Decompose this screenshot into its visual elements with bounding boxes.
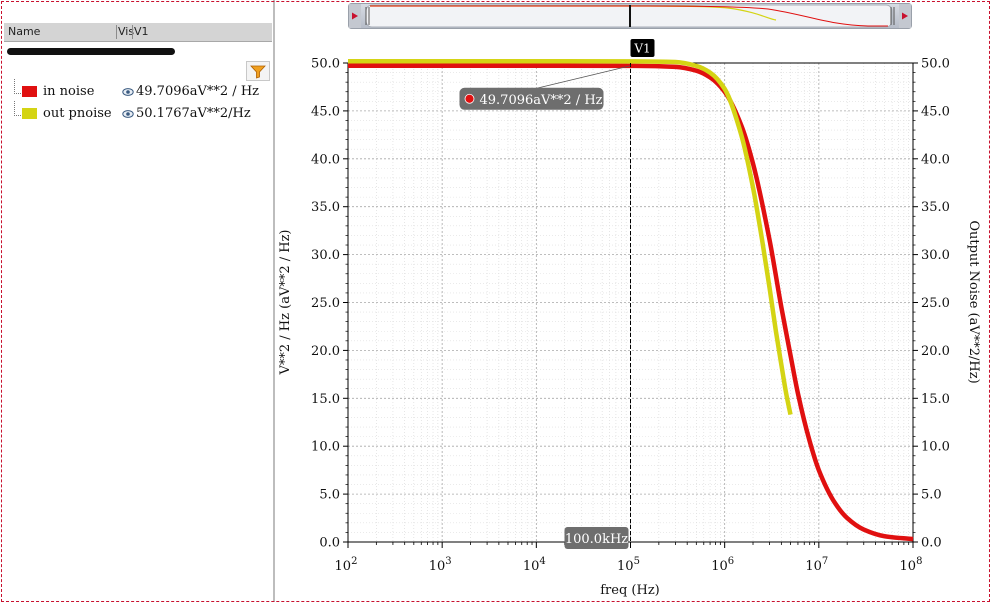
marker-v1-flag — [630, 39, 655, 57]
column-header-visible[interactable]: Vis — [118, 25, 135, 38]
eye-icon[interactable] — [122, 108, 134, 120]
x-axis: 102 103 104 105 106 107 108 — [335, 542, 923, 574]
x-tick-label: 106 — [711, 556, 734, 574]
x-tick-label: 108 — [900, 556, 923, 574]
marker-x-readout: 100.0kHz — [565, 532, 628, 547]
column-header-name[interactable]: Name — [8, 25, 41, 38]
y-axis-right: 0.0 5.0 10.0 15.0 20.0 25.0 30.0 35.0 40.0 45.0 50… — [913, 57, 950, 551]
y-tick-label: 20.0 — [311, 344, 340, 359]
y-axis-label: V**2 / Hz (aV**2 / Hz) — [278, 229, 293, 375]
overview-scroll-left-button[interactable] — [349, 4, 361, 28]
x-tick-label: 103 — [429, 556, 452, 574]
y2-tick-label: 15.0 — [921, 392, 950, 407]
y-tick-label: 10.0 — [311, 440, 340, 455]
major-grid — [347, 62, 914, 543]
overview-scroll-right-button[interactable] — [899, 4, 911, 28]
panel-splitter[interactable] — [273, 0, 275, 602]
y2-tick-label: 30.0 — [921, 248, 950, 263]
legend-table-header: Name Vis V1 — [4, 23, 272, 42]
marker-leader-line — [530, 65, 631, 91]
y2-tick-label: 0.0 — [921, 536, 942, 551]
filter-button[interactable] — [246, 61, 270, 81]
y-tick-label: 15.0 — [311, 392, 340, 407]
filter-icon — [246, 61, 270, 81]
y2-tick-label: 35.0 — [921, 200, 950, 215]
y-tick-label: 40.0 — [311, 152, 340, 167]
legend-panel: Name Vis V1 in noise 49.7096aV**2 / Hz o… — [0, 0, 273, 602]
legend-item-out-pnoise[interactable]: out pnoise 50.1767aV**2/Hz — [14, 101, 269, 125]
y-tick-label: 5.0 — [319, 488, 340, 503]
y2-axis-label: Output Noise (aV**2/Hz) — [966, 220, 981, 383]
marker-series-dot — [464, 93, 475, 104]
y-tick-label: 50.0 — [311, 57, 340, 72]
y2-tick-label: 5.0 — [921, 488, 942, 503]
y2-tick-label: 20.0 — [921, 344, 950, 359]
marker-layer[interactable]: V1 100.0kHz 49.7096aV**2 / Hz — [459, 39, 655, 549]
y2-tick-label: 10.0 — [921, 440, 950, 455]
marker-y-readout: 49.7096aV**2 / Hz — [480, 93, 603, 108]
series-swatch — [22, 108, 37, 119]
overview-marker — [629, 5, 631, 27]
marker-x-readout-box — [564, 527, 629, 549]
marker-v1-label: V1 — [633, 42, 650, 56]
series-layer — [347, 59, 914, 542]
y-tick-label: 0.0 — [319, 536, 340, 551]
series-value: 50.1767aV**2/Hz — [136, 106, 251, 121]
x-tick-label: 107 — [805, 556, 828, 574]
y-tick-label: 25.0 — [311, 296, 340, 311]
y2-tick-label: 50.0 — [921, 57, 950, 72]
marker-y-readout-box — [459, 87, 604, 110]
series-line-out-pnoise — [348, 59, 793, 416]
y-tick-label: 30.0 — [311, 248, 340, 263]
y-axis-left: 0.0 5.0 10.0 15.0 20.0 25.0 30.0 35.0 40.0 45.0 50… — [311, 57, 348, 551]
eye-icon[interactable] — [122, 86, 134, 98]
overview-strip[interactable] — [348, 3, 912, 29]
y-tick-label: 35.0 — [311, 200, 340, 215]
x-tick-label: 102 — [335, 556, 358, 574]
y2-tick-label: 45.0 — [921, 104, 950, 119]
noise-chart[interactable]: 102 103 104 105 106 107 108 0.0 5.0 10.0 15.0 20.0… — [275, 30, 993, 606]
x-tick-label: 104 — [523, 556, 546, 574]
x-axis-label: freq (Hz) — [600, 583, 660, 598]
series-name: in noise — [43, 84, 95, 99]
horizontal-scrollbar[interactable] — [7, 48, 175, 55]
x-tick-label: 105 — [617, 556, 640, 574]
series-swatch — [22, 86, 37, 97]
y2-tick-label: 40.0 — [921, 152, 950, 167]
series-name: out pnoise — [43, 106, 112, 121]
legend-item-in-noise[interactable]: in noise 49.7096aV**2 / Hz — [14, 79, 269, 103]
y2-tick-label: 25.0 — [921, 296, 950, 311]
series-value: 49.7096aV**2 / Hz — [136, 84, 259, 99]
column-header-v1[interactable]: V1 — [134, 25, 149, 38]
y-tick-label: 45.0 — [311, 104, 340, 119]
